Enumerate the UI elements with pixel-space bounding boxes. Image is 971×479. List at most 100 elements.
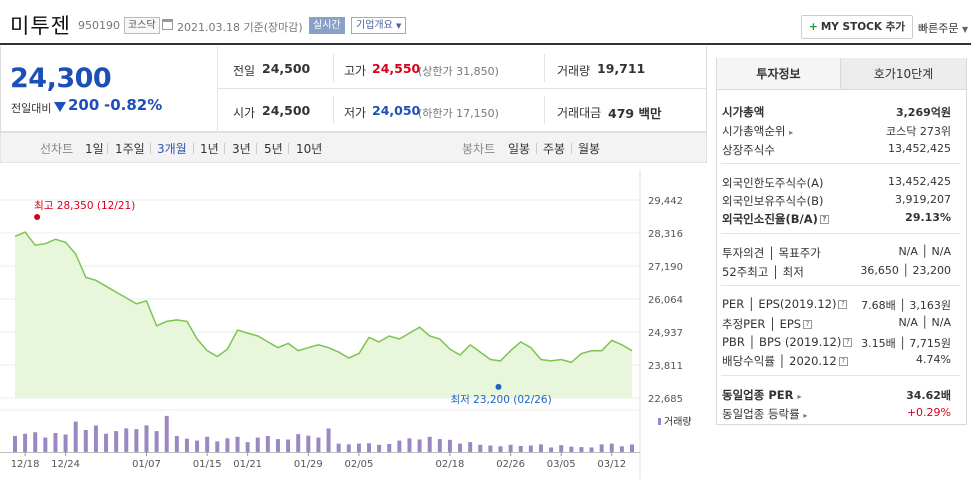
y-tick-label: 22,685 [648,394,683,405]
period-divider [224,143,225,154]
industry-rate-value: +0.29% [906,406,951,419]
volume-bar [205,436,210,452]
volume-bar [195,440,200,452]
pbr-label: PBR │ BPS (2019.12) [722,335,842,349]
volume-bar [93,425,98,452]
period-divider [288,143,289,154]
period-1week[interactable]: 1주일 [115,142,145,156]
period-5year[interactable]: 5년 [264,142,283,156]
market-cap-rank-value: 코스닥 273위 [886,125,951,138]
volume-bar [53,433,58,452]
volume-bar [144,425,149,452]
per-label: PER │ EPS(2019.12) [722,297,837,311]
volume-bar [417,439,422,452]
industry-per-link[interactable]: 동일업종 PER ▸ [722,387,802,403]
volume-bar [447,439,452,452]
info-divider [721,163,960,164]
foreign-ratio-row: 외국인소진율(B/A)? [722,211,829,227]
volume-bar [488,445,493,452]
x-tick-label: 12/24 [51,459,80,470]
add-mystock-button[interactable]: + MY STOCK 추가 [801,15,913,39]
volume-bar [184,438,189,452]
quote-col-divider [333,96,334,124]
quote-col-divider [544,96,545,124]
volume-bar [559,445,564,452]
chevron-right-icon: ▸ [803,411,808,420]
tab-investment-info[interactable]: 투자정보 [717,58,841,90]
help-icon[interactable]: ? [843,338,853,347]
quote-row-divider [217,88,707,89]
volume-bar [43,437,48,452]
info-divider [721,375,960,376]
industry-rate-link[interactable]: 동일업종 등락률 ▸ [722,406,807,422]
low-value: 24,050 [372,103,421,118]
listed-shares-value: 13,452,425 [888,142,951,155]
market-badge: 코스닥 [124,17,160,34]
tab-order-book[interactable]: 호가10단계 [841,58,966,90]
y-axis: 29,442 28,316 27,190 26,064 24,937 23,811 22,6… [648,196,683,405]
volume-bar [437,439,442,452]
volume-bar [346,444,351,452]
volume-bar [286,439,291,452]
candle-daily[interactable]: 일봉 [508,142,531,156]
volume-bar [114,431,119,452]
y-tick-label: 26,064 [648,295,683,306]
candle-weekly[interactable]: 주봉 [543,142,566,156]
volume-bar [245,442,250,452]
opinion-value: N/A │ N/A [898,245,951,258]
period-1year[interactable]: 1년 [200,142,219,156]
market-cap-value: 3,269억원 [895,106,951,119]
x-tick-label: 03/05 [547,459,576,470]
x-tick-label: 01/29 [294,459,323,470]
est-per-value: N/A │ N/A [898,316,951,329]
x-tick-label: 03/12 [597,459,626,470]
period-divider [150,143,151,154]
period-divider [107,143,108,154]
period-divider [571,143,572,154]
period-3year[interactable]: 3년 [232,142,251,156]
candle-monthly[interactable]: 월봉 [578,142,601,156]
volume-bar [326,428,331,452]
volume-bar [367,443,372,452]
chart-markers: 최고 28,350 (12/21) 최저 23,200 (02/26) [34,200,552,406]
period-1day[interactable]: 1일 [85,142,104,156]
volume-bar [215,441,220,452]
realtime-button[interactable]: 실시간 [309,17,345,34]
volume-label: 거래량 [557,64,591,78]
x-tick-label: 01/07 [132,459,161,470]
help-icon[interactable]: ? [803,320,813,329]
listed-shares-label: 상장주식수 [722,143,775,157]
stock-name: 미투젠 [10,14,71,38]
x-tick-label: 02/26 [496,459,525,470]
price-area [15,232,632,398]
market-cap-rank-link[interactable]: 시가총액순위 ▸ [722,123,793,139]
period-10year[interactable]: 10년 [296,142,323,156]
y-tick-label: 28,316 [648,229,683,240]
volume-bar [164,415,169,452]
volume-bar [255,437,260,452]
chevron-right-icon: ▸ [797,392,802,401]
foreign-ratio-label: 외국인소진율(B/A) [722,212,818,226]
volume-bar [619,446,624,452]
est-per-label: 추정PER │ EPS [722,317,802,331]
volume-bar [356,443,361,452]
volume-bar [377,444,382,452]
company-overview-button[interactable]: 기업개요 ▼ [351,17,407,34]
help-icon[interactable]: ? [838,300,848,309]
period-3month[interactable]: 3개월 [157,142,187,156]
volume-bar [599,444,604,452]
quick-order-button[interactable]: 빠른주문 ▼ [918,20,968,36]
volume-bar [478,444,483,452]
volume-bar [387,444,392,452]
volume-bar [609,443,614,452]
dividend-row: 배당수익률 │ 2020.12? [722,353,848,369]
volume-bar [630,444,634,452]
volume-bar [498,446,503,452]
min-marker [495,383,502,390]
prev-close-label: 전일 [233,64,256,78]
y-tick-label: 27,190 [648,262,683,273]
help-icon[interactable]: ? [838,357,848,366]
help-icon[interactable]: ? [819,215,829,224]
period-toolbar [0,132,707,163]
volume-bar [83,429,88,452]
